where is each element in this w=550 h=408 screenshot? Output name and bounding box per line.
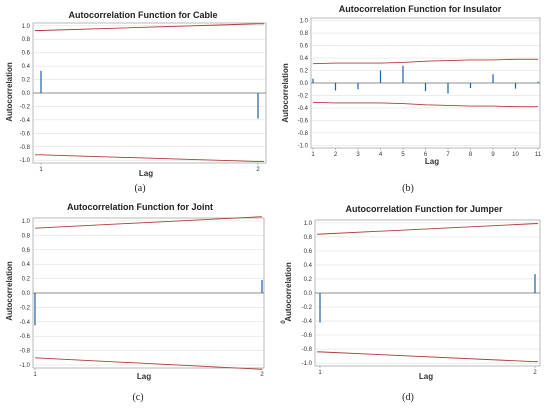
subfigure-label: (b) bbox=[402, 183, 414, 194]
y-tick-label: 0.4 bbox=[300, 56, 309, 62]
y-tick-label: 0.2 bbox=[304, 277, 313, 283]
y-tick-label: -0.2 bbox=[302, 305, 313, 311]
plot-area: 1.0 0.8 0.6 0.4 0.2 0.0 -0.2 -0.4 -0.6 -0.8 -1.01 2… bbox=[298, 17, 542, 158]
acf-chart-joint: Autocorrelation Function for Joint Autoc… bbox=[5, 202, 265, 381]
y-tick-label: 0.0 bbox=[22, 291, 31, 297]
x-tick-label: 1 bbox=[311, 152, 315, 158]
y-tick-label: 1.0 bbox=[22, 24, 31, 30]
acf-panel-cable: Autocorrelation Function for Cable Autoc… bbox=[0, 0, 272, 200]
acf-panel-jumper: Autocorrelation Function for Jumper Auto… bbox=[278, 200, 550, 408]
y-tick-label: 0.0 bbox=[304, 291, 313, 297]
x-tick-label: 3 bbox=[356, 152, 360, 158]
y-tick-label: -0.6 bbox=[20, 334, 31, 340]
y-tick-label: 0.6 bbox=[304, 249, 313, 255]
y-axis-label: Autocorrelation bbox=[281, 63, 290, 123]
lower-confidence-limit bbox=[317, 351, 538, 363]
x-tick-label: 2 bbox=[334, 152, 338, 158]
y-tick-label: -0.8 bbox=[302, 347, 313, 353]
y-tick-label: -0.4 bbox=[302, 319, 313, 325]
y-tick-label: 0.8 bbox=[22, 233, 31, 239]
x-tick-label: 4 bbox=[379, 152, 383, 158]
upper-confidence-limit bbox=[317, 223, 538, 235]
y-tick-label: 1.0 bbox=[300, 19, 309, 25]
acf-chart-cable: Autocorrelation Function for Cable Autoc… bbox=[5, 10, 267, 178]
x-tick-label: 2 bbox=[256, 167, 260, 173]
y-axis-label: Autocorrelation bbox=[284, 262, 293, 322]
y-tick-label: 0.8 bbox=[300, 31, 309, 37]
x-tick-label: 5 bbox=[401, 152, 405, 158]
y-tick-label: -0.2 bbox=[20, 104, 31, 110]
y-tick-label: -1.0 bbox=[302, 361, 313, 367]
x-tick-label: 1 bbox=[33, 372, 37, 378]
y-tick-label: -0.2 bbox=[20, 305, 31, 311]
y-tick-label: 0.0 bbox=[300, 81, 309, 87]
subfigure-label: (d) bbox=[402, 392, 414, 403]
x-tick-label: 11 bbox=[535, 152, 542, 158]
acf-panel-joint: Autocorrelation Function for Joint Autoc… bbox=[0, 200, 272, 408]
y-tick-label: 1.0 bbox=[304, 221, 313, 227]
x-tick-label: 8 bbox=[469, 152, 473, 158]
y-axis-label: Autocorrelation bbox=[5, 62, 14, 122]
y-tick-label: 0.0 bbox=[22, 91, 31, 97]
chart-title: Autocorrelation Function for Joint bbox=[67, 202, 213, 212]
x-tick-label: 7 bbox=[446, 152, 450, 158]
acf-chart-jumper: Autocorrelation Function for Jumper Auto… bbox=[281, 204, 541, 381]
subfigure-label: (c) bbox=[132, 392, 144, 403]
plot-area: 1.0 0.8 0.6 0.4 0.2 0.0 -0.2 -0.4 -0.6 -0.8 -1.01 2 bbox=[20, 216, 265, 378]
y-tick-label: -1.0 bbox=[20, 363, 31, 369]
lower-confidence-limit bbox=[34, 357, 263, 370]
y-tick-label: -0.8 bbox=[20, 145, 31, 151]
y-tick-label: -0.6 bbox=[298, 118, 309, 124]
y-tick-label: -0.8 bbox=[20, 349, 31, 355]
acf-panel-insulator: Autocorrelation Function for Insulator A… bbox=[278, 0, 550, 200]
x-tick-label: 1 bbox=[318, 370, 322, 376]
y-tick-label: -0.6 bbox=[20, 131, 31, 137]
y-tick-label: 0.6 bbox=[300, 44, 309, 50]
acf-chart-insulator: Autocorrelation Function for Insulator A… bbox=[281, 4, 542, 166]
y-tick-label: -1.0 bbox=[20, 158, 31, 164]
x-axis-label: Lag bbox=[137, 372, 151, 381]
chart-title: Autocorrelation Function for Jumper bbox=[345, 204, 503, 214]
y-tick-label: 0.4 bbox=[22, 64, 31, 70]
x-tick-label: 2 bbox=[533, 370, 537, 376]
y-tick-label: 0.8 bbox=[22, 37, 31, 43]
plot-area: 1.0 0.8 0.6 0.4 0.2 0.0 -0.2 -0.4 -0.6 -0.8 -1.0 1 2 bbox=[20, 22, 267, 173]
x-tick-label: 10 bbox=[512, 152, 519, 158]
y-tick-label: 0.2 bbox=[22, 78, 31, 84]
subfigure-label: (a) bbox=[134, 183, 146, 194]
lower-confidence-limit bbox=[312, 101, 538, 108]
x-tick-label: 9 bbox=[491, 152, 495, 158]
x-tick-label: 2 bbox=[260, 372, 264, 378]
y-tick-label: -0.4 bbox=[20, 118, 31, 124]
y-tick-label: -0.4 bbox=[298, 106, 309, 112]
y-tick-label: 0.4 bbox=[22, 262, 31, 268]
y-tick-label: -0.6 bbox=[302, 333, 313, 339]
lower-confidence-limit bbox=[35, 154, 264, 162]
y-tick-label: 0.8 bbox=[304, 235, 313, 241]
chart-title: Autocorrelation Function for Insulator bbox=[339, 4, 502, 14]
y-tick-label: -0.4 bbox=[20, 320, 31, 326]
y-tick-label: 0.4 bbox=[304, 263, 313, 269]
y-tick-label: 0.2 bbox=[22, 277, 31, 283]
y-tick-label: -0.8 bbox=[298, 131, 309, 137]
x-axis-label: Lag bbox=[425, 157, 439, 166]
upper-confidence-limit bbox=[34, 216, 263, 229]
x-axis-label: Lag bbox=[419, 372, 433, 381]
y-tick-label: 0.2 bbox=[300, 69, 309, 75]
y-axis-label-extra: 0 bbox=[281, 320, 287, 324]
plot-area: 1.0 0.8 0.6 0.4 0.2 0.0 -0.2 -0.4 -0.6 -0.8 -1.0 1 2 bbox=[302, 219, 541, 376]
chart-title: Autocorrelation Function for Cable bbox=[68, 10, 217, 20]
x-axis-label: Lag bbox=[139, 169, 153, 178]
y-tick-label: -0.2 bbox=[298, 93, 309, 99]
x-tick-label: 1 bbox=[39, 167, 43, 173]
upper-confidence-limit bbox=[312, 58, 538, 65]
y-tick-label: 0.6 bbox=[22, 248, 31, 254]
y-tick-label: 1.0 bbox=[22, 219, 31, 225]
x-tick-label: 6 bbox=[424, 152, 428, 158]
y-tick-label: 0.6 bbox=[22, 51, 31, 57]
y-axis-label: Autocorrelation bbox=[5, 261, 14, 321]
upper-confidence-limit bbox=[35, 23, 264, 31]
y-tick-label: -1.0 bbox=[298, 143, 309, 149]
